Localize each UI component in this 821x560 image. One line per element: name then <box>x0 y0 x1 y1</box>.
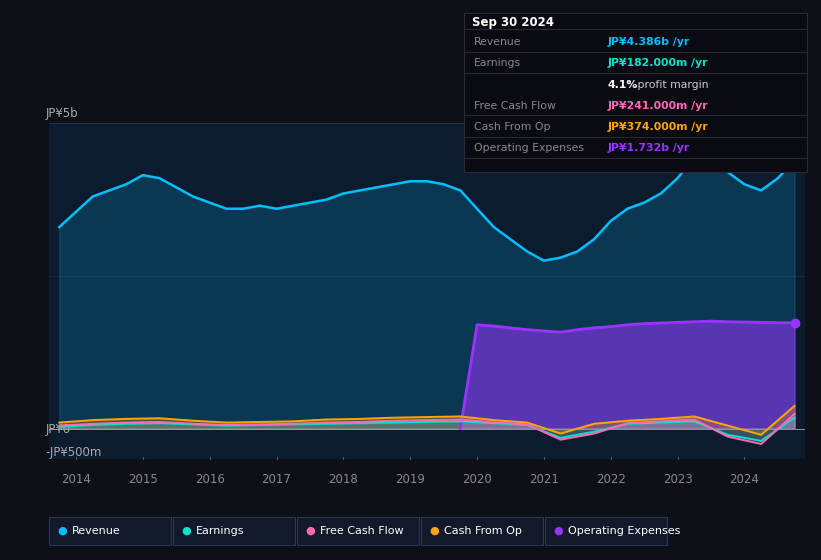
Text: Earnings: Earnings <box>196 526 245 536</box>
Text: Revenue: Revenue <box>72 526 121 536</box>
Text: ●: ● <box>181 526 191 536</box>
Text: -JP¥500m: -JP¥500m <box>45 446 102 459</box>
Text: ●: ● <box>305 526 315 536</box>
Text: 2020: 2020 <box>462 473 492 486</box>
Text: JP¥374.000m /yr: JP¥374.000m /yr <box>608 122 709 132</box>
Text: Sep 30 2024: Sep 30 2024 <box>472 16 554 29</box>
Text: Cash From Op: Cash From Op <box>474 122 550 132</box>
Text: Free Cash Flow: Free Cash Flow <box>474 101 556 111</box>
Text: 2014: 2014 <box>61 473 91 486</box>
Text: 2024: 2024 <box>730 473 759 486</box>
Text: 4.1%: 4.1% <box>608 80 638 90</box>
Text: Free Cash Flow: Free Cash Flow <box>320 526 404 536</box>
Text: 2015: 2015 <box>128 473 158 486</box>
Text: JP¥0: JP¥0 <box>45 423 71 436</box>
Text: ●: ● <box>553 526 563 536</box>
Text: profit margin: profit margin <box>634 80 709 90</box>
Text: Cash From Op: Cash From Op <box>444 526 522 536</box>
Text: Operating Expenses: Operating Expenses <box>474 143 584 153</box>
Text: JP¥5b: JP¥5b <box>45 107 78 120</box>
Text: 2019: 2019 <box>395 473 425 486</box>
Text: JP¥241.000m /yr: JP¥241.000m /yr <box>608 101 709 111</box>
Text: ●: ● <box>57 526 67 536</box>
Text: Operating Expenses: Operating Expenses <box>568 526 681 536</box>
Text: 2018: 2018 <box>328 473 358 486</box>
Text: Earnings: Earnings <box>474 58 521 68</box>
Text: ●: ● <box>429 526 439 536</box>
Text: 2021: 2021 <box>529 473 559 486</box>
Text: 2023: 2023 <box>663 473 692 486</box>
Text: JP¥182.000m /yr: JP¥182.000m /yr <box>608 58 708 68</box>
Text: 2016: 2016 <box>195 473 225 486</box>
Text: 2022: 2022 <box>596 473 626 486</box>
Text: 2017: 2017 <box>262 473 291 486</box>
Text: JP¥4.386b /yr: JP¥4.386b /yr <box>608 37 690 47</box>
Text: JP¥1.732b /yr: JP¥1.732b /yr <box>608 143 690 153</box>
Text: Revenue: Revenue <box>474 37 521 47</box>
